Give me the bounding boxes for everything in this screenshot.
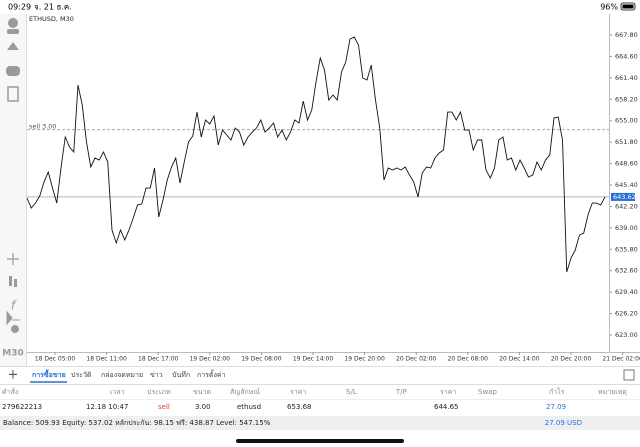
column-header: เวลา [110,388,125,396]
tab[interactable]: บันทึก [172,370,190,379]
balance-bar [0,416,640,430]
battery-icon [620,2,636,11]
column-header: ราคา [290,388,306,396]
y-tick-label: 626.20 [615,310,638,318]
battery-fill [622,4,634,9]
column-header: คำสั่ง [2,387,18,396]
indicator-icon[interactable]: f [11,299,17,313]
y-tick-label: 639.00 [615,224,638,232]
x-tick-label: 18 Dec 17:00 [138,356,179,363]
current-price-label: 643.62 [613,193,636,201]
row-cell[interactable]: ethusd [237,403,261,411]
x-tick-label: 19 Dec 14:00 [293,356,334,363]
row-cell[interactable]: 12.18 10:47 [86,403,128,411]
row-cell[interactable]: 279622213 [2,403,42,411]
battery-text: 96% [600,3,618,12]
home-indicator [236,439,404,443]
doc-icon[interactable] [7,86,19,102]
column-header: ประเภท [147,388,171,396]
candle-icon[interactable] [14,279,17,287]
chat-icon[interactable] [6,66,20,76]
tab[interactable]: ข่าว [150,371,163,379]
trade-icon[interactable] [7,42,19,50]
y-tick-label: 635.80 [615,245,638,253]
timeframe-button[interactable]: M30 [2,349,23,359]
column-header: S/L [346,388,357,396]
y-tick-label: 651.80 [615,138,638,146]
y-tick-label: 661.40 [615,74,638,82]
account-icon[interactable] [7,29,19,34]
row-cell[interactable]: 27.09 [546,403,566,411]
column-header: T/P [395,388,407,396]
y-tick-label: 645.40 [615,181,638,189]
y-tick-label: 629.40 [615,288,638,296]
total-profit: 27.09 USD [545,419,582,427]
status-time: 09:29 [8,3,31,12]
x-tick-label: 20 Dec 02:00 [396,356,437,363]
row-cell[interactable]: 644.65 [434,403,459,411]
add-button[interactable]: + [8,368,19,383]
x-tick-label: 20 Dec 14:00 [499,356,540,363]
y-tick-label: 667.80 [615,31,638,39]
symbol-label: ETHUSD, M30 [29,15,74,23]
candle-icon[interactable] [9,276,12,286]
x-tick-label: 18 Dec 11:00 [86,356,127,363]
tab[interactable]: ประวัติ [71,371,92,379]
price-tag [611,192,635,201]
order-line-label: sell 3.00 [29,123,57,131]
objects-icon[interactable] [6,310,20,326]
price-line-series [26,36,606,273]
tab[interactable]: การซื้อขาย [32,368,66,379]
x-tick-label: 20 Dec 08:00 [448,356,489,363]
tab[interactable]: การตั้งค่า [197,368,226,379]
row-cell[interactable]: 3.00 [195,403,211,411]
y-tick-label: 664.60 [615,52,638,60]
x-tick-label: 21 Dec 02:00 [602,356,640,363]
y-tick-label: 642.20 [615,202,638,210]
expand-icon[interactable] [623,369,635,381]
tab[interactable]: กล่องจดหมาย [101,371,143,379]
column-header: สัญลักษณ์ [230,388,260,396]
x-tick-label: 18 Dec 05:00 [35,356,76,363]
y-tick-label: 658.20 [615,95,638,103]
account-icon[interactable] [8,18,18,28]
column-header: Swap [478,388,497,396]
column-header: กำไร [549,387,565,396]
y-tick-label: 648.60 [615,160,638,168]
column-header: ขนาด [193,388,211,396]
x-tick-label: 19 Dec 02:00 [190,356,231,363]
balance-text: Balance: 509.93 Equity: 537.02 หลักประกั… [3,419,271,427]
x-tick-label: 19 Dec 08:00 [241,356,282,363]
status-date: จ. 21 ธ.ค. [34,3,72,12]
y-tick-label: 655.00 [615,117,638,125]
crosshair-icon[interactable] [7,253,19,265]
y-tick-label: 632.60 [615,267,638,275]
row-cell[interactable]: 653.68 [287,403,312,411]
toolbar-icons[interactable]: f [6,18,20,333]
y-tick-label: 623.00 [615,331,638,339]
x-tick-label: 19 Dec 20:00 [344,356,385,363]
objects-icon[interactable] [11,325,19,333]
row-cell[interactable]: sell [158,403,170,411]
column-header: หมายเหตุ [598,388,627,396]
x-tick-label: 20 Dec 20:00 [551,356,592,363]
column-header: ราคา [440,388,456,396]
